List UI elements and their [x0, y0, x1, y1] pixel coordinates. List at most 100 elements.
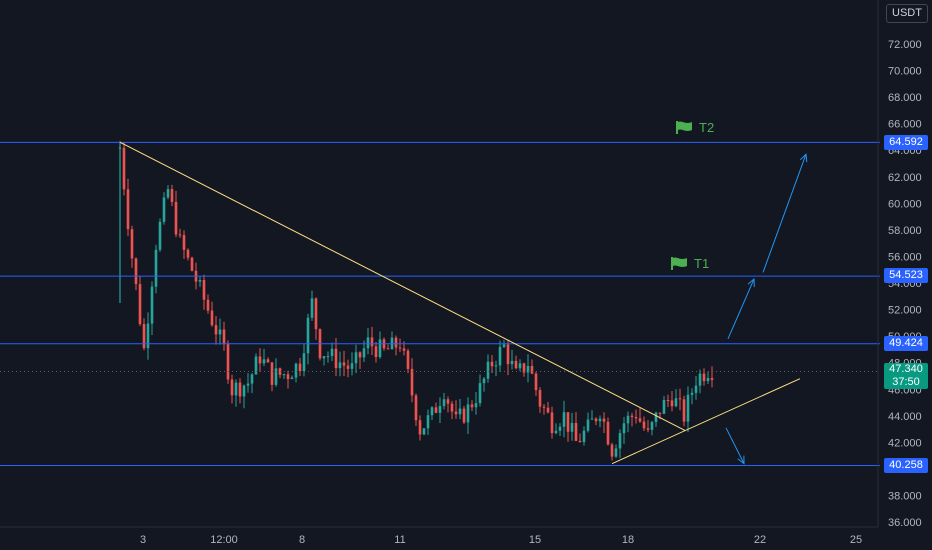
target-t2-text: T2	[699, 120, 715, 135]
x-tick-label: 11	[394, 534, 405, 546]
target-t2-label: T2	[675, 120, 714, 135]
candle-body	[338, 362, 342, 369]
arrow-head	[737, 455, 745, 465]
candle-body	[658, 412, 662, 414]
candle-body	[406, 350, 410, 369]
level-t2-price-tag: 64.592	[884, 135, 928, 150]
candle-body	[442, 399, 446, 407]
candle-body	[654, 412, 658, 423]
y-tick-label: 70.000	[888, 66, 922, 78]
bar-countdown: 37:50	[892, 376, 920, 388]
candle-body	[542, 406, 546, 408]
candle-body	[206, 299, 210, 311]
y-tick-label: 62.000	[888, 172, 922, 184]
candle-body	[142, 324, 146, 349]
candle-body	[474, 403, 478, 408]
candle-body	[642, 421, 646, 429]
candle-body	[622, 423, 626, 434]
candle-body	[506, 344, 510, 365]
candle-body	[550, 412, 554, 434]
y-tick-label: 44.000	[888, 411, 922, 423]
candle-body	[586, 419, 590, 431]
candle-body	[326, 356, 330, 358]
candle-body	[498, 346, 502, 366]
candle-body	[366, 337, 370, 349]
target-t1-text: T1	[694, 256, 710, 271]
flag-icon	[671, 257, 687, 270]
candle-body	[422, 428, 426, 435]
candle-body	[626, 415, 630, 424]
y-tick-label: 66.000	[888, 119, 922, 131]
candle-body	[286, 374, 290, 380]
price-axis: 72.00070.00068.00066.00064.00062.00060.0…	[877, 0, 922, 529]
x-tick-label: 15	[529, 534, 541, 546]
candle-body	[702, 373, 706, 382]
candle-body	[290, 377, 294, 380]
candle-body	[258, 356, 262, 364]
candle-body	[254, 356, 258, 375]
candle-body	[310, 298, 314, 318]
x-tick-label: 22	[754, 534, 766, 546]
candle-body	[710, 378, 714, 380]
horizontal-levels	[0, 141, 880, 467]
candle-body	[426, 415, 430, 429]
y-tick-label: 36.000	[888, 517, 922, 529]
candle-body	[458, 408, 462, 415]
candle-body	[294, 363, 298, 378]
candle-body	[298, 363, 302, 372]
candle-body	[342, 362, 346, 366]
y-tick-label: 52.000	[888, 305, 922, 317]
target-t1-label: T1	[670, 256, 709, 271]
candle-body	[394, 337, 398, 348]
candle-body	[698, 373, 702, 386]
candle-body	[606, 421, 610, 445]
candle-body	[370, 337, 374, 347]
candle-body	[582, 430, 586, 443]
candle-body	[378, 339, 382, 357]
candle-body	[186, 249, 190, 258]
candle-body	[490, 361, 494, 367]
candle-body	[610, 444, 614, 457]
arrow-shaft	[762, 154, 807, 273]
candle-body	[350, 363, 354, 369]
candle-body	[210, 310, 214, 326]
candle-body	[182, 235, 186, 250]
arrow-head	[747, 278, 755, 288]
candle-body	[534, 373, 538, 391]
candles	[118, 140, 714, 461]
candle-body	[250, 374, 254, 384]
y-tick-label: 68.000	[888, 92, 922, 104]
trend-lines	[119, 141, 801, 465]
candle-body	[618, 433, 622, 449]
candle-body	[614, 448, 618, 457]
x-tick-label: 18	[622, 534, 634, 546]
candle-body	[594, 418, 598, 422]
candle-body	[454, 411, 458, 415]
candle-body	[674, 398, 678, 407]
candle-body	[354, 352, 358, 364]
candle-body	[598, 418, 602, 422]
candle-body	[634, 417, 638, 419]
candle-body	[526, 365, 530, 373]
candle-body	[518, 363, 522, 369]
candle-body	[334, 348, 338, 369]
x-tick-label: 3	[140, 534, 146, 546]
candle-body	[650, 422, 654, 430]
projection-arrows	[725, 153, 808, 465]
candle-body	[410, 368, 414, 396]
flag-icon	[676, 121, 692, 134]
candle-body	[386, 348, 390, 350]
currency-button[interactable]: USDT	[886, 4, 928, 23]
candle-body	[178, 234, 182, 236]
candle-body	[522, 363, 526, 373]
candle-body	[158, 221, 162, 250]
candle-body	[538, 390, 542, 407]
candle-body	[146, 323, 150, 349]
candle-body	[150, 286, 154, 324]
candle-body	[162, 197, 166, 222]
candle-body	[374, 346, 378, 357]
candle-body	[686, 394, 690, 422]
candle-body	[638, 418, 642, 422]
